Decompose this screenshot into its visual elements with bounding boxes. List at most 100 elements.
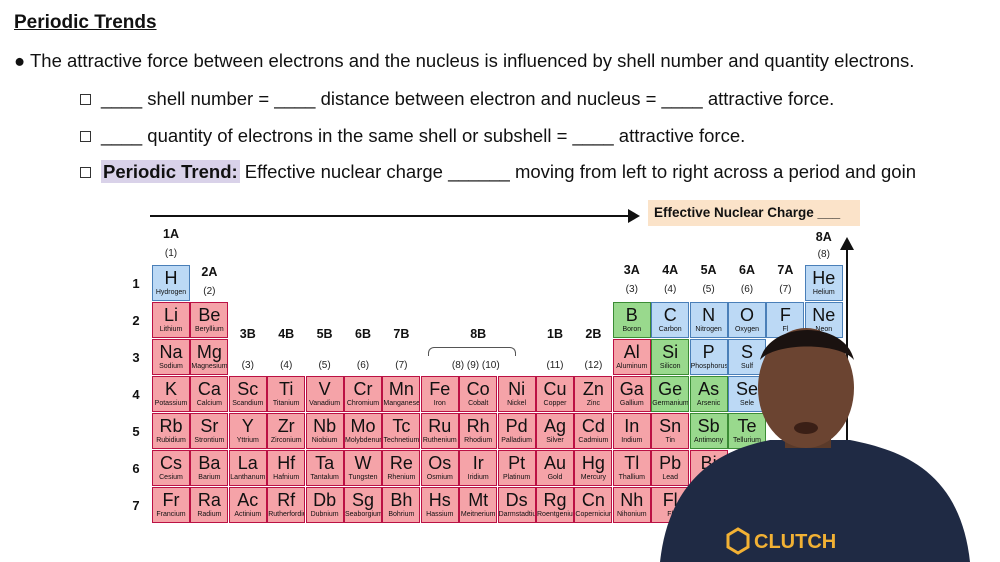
group-number: (8) (9) (10)	[451, 360, 500, 371]
element-name: Rubidium	[156, 437, 186, 444]
arrow-up-icon	[840, 237, 854, 250]
sub-bullet-3-text: Effective nuclear charge ______ moving f…	[239, 161, 915, 182]
sub-bullet-1: ____ shell number = ____ distance betwee…	[80, 88, 834, 110]
element-name: Copernicium	[575, 511, 612, 518]
element-symbol: Rh	[466, 416, 490, 436]
group-label: 3A	[623, 263, 640, 277]
element-symbol: Mo	[350, 416, 376, 436]
element-pt: Pt Platinum	[497, 450, 536, 486]
element-hs: Hs Hassium	[420, 487, 459, 523]
element-name: Sulf	[740, 363, 754, 370]
element-name: Germanium	[652, 400, 689, 407]
group-number: (12)	[584, 360, 603, 371]
element-symbol: Si	[662, 342, 679, 362]
element-symbol: P	[702, 342, 715, 362]
element-b: B Boron	[612, 302, 651, 338]
group-number: (7)	[779, 284, 792, 295]
sub-bullet-2-text: ____ quantity of electrons in the same s…	[101, 125, 746, 146]
element-name: Iridium	[467, 474, 489, 481]
element-name: Rutherfordium	[268, 511, 304, 518]
element-symbol: Au	[543, 453, 567, 473]
element-symbol: Y	[241, 416, 254, 436]
group-number: (1)	[164, 248, 178, 259]
element-symbol: He	[812, 268, 836, 288]
period-label: 5	[132, 424, 140, 439]
group-label: 7B	[393, 327, 410, 341]
presenter-mouth	[794, 422, 818, 434]
element-symbol: Te	[737, 416, 757, 436]
group-number: (3)	[241, 360, 254, 371]
group-number: (6)	[356, 360, 370, 371]
element-sr: Sr Strontium	[190, 413, 229, 449]
page-title: Periodic Trends	[14, 12, 157, 33]
element-name: Cobalt	[468, 400, 489, 407]
period-label: 7	[132, 498, 140, 513]
element-sn: Sn Tin	[651, 413, 690, 449]
checkbox-icon	[80, 130, 91, 142]
element-symbol: Pt	[508, 453, 526, 473]
group-number: (4)	[280, 360, 293, 371]
element-symbol: Ge	[658, 379, 683, 399]
element-te: Te Tellurium	[728, 413, 766, 449]
element-name: Sele	[739, 400, 754, 407]
element-name: Copper	[543, 400, 567, 407]
element-symbol: H	[164, 268, 178, 288]
element-name: Aluminum	[616, 363, 648, 370]
element-ca: Ca Calcium	[190, 376, 229, 412]
group-number: (11)	[546, 360, 564, 371]
element-rh: Rh Rhodium	[459, 413, 498, 449]
element-symbol: F	[779, 305, 791, 325]
element-c: C Carbon	[651, 302, 690, 338]
element-ga: Ga Gallium	[612, 376, 651, 412]
group-number: (7)	[395, 360, 408, 371]
element-pb: Pb Lead	[651, 450, 690, 486]
element-symbol: Zr	[277, 416, 295, 436]
element-name: Nitrogen	[695, 326, 722, 333]
effective-nuclear-charge-label: Effective Nuclear Charge ___	[648, 200, 860, 226]
group-label: 4B	[278, 327, 295, 341]
element-na: Na Sodium	[152, 339, 190, 375]
element-symbol: Fr	[162, 490, 180, 510]
group-label: 5A	[700, 263, 717, 277]
element-symbol: Ne	[812, 305, 836, 325]
element-name: Gold	[547, 474, 563, 481]
element-name: Fl	[667, 511, 674, 518]
element-name: Iron	[433, 400, 446, 407]
element-tl: Tl Thallium	[612, 450, 651, 486]
element-rb: Rb Rubidium	[152, 413, 190, 449]
element-name: Phosphorus	[690, 363, 727, 370]
sub-bullet-1-text: ____ shell number = ____ distance betwee…	[101, 88, 835, 109]
element-se: Se Sele	[728, 376, 766, 412]
element-name: Yttrium	[236, 437, 259, 444]
element-symbol: Hg	[581, 453, 605, 473]
element-symbol: K	[164, 379, 177, 399]
element-n: N Nitrogen	[689, 302, 728, 338]
presenter-video: CLUTCH	[660, 328, 970, 562]
element-cu: Cu Copper	[536, 376, 574, 412]
element-name: Molybdenum	[345, 437, 381, 444]
element-name: Nickel	[507, 400, 527, 407]
element-in: In Indium	[612, 413, 651, 449]
element-name: Scandium	[232, 400, 264, 407]
sub-bullet-2: ____ quantity of electrons in the same s…	[80, 125, 745, 147]
element-zr: Zr Zirconium	[267, 413, 306, 449]
element-symbol: Hf	[277, 453, 296, 473]
element-fe: Fe Iron	[420, 376, 459, 412]
element-ba: Ba Barium	[190, 450, 229, 486]
element-mn: Mn Manganese	[382, 376, 421, 412]
element-name: Tin	[665, 437, 675, 444]
element-fr: Fr Francium	[152, 487, 190, 523]
element-symbol: O	[739, 305, 754, 325]
element-pd: Pd Palladium	[497, 413, 536, 449]
element-symbol: Rg	[543, 490, 567, 510]
element-mo: MoMolybdenum	[344, 413, 382, 449]
element-name: Cesium	[159, 474, 183, 481]
element-name: Zirconium	[270, 437, 302, 444]
arrow-right-icon	[628, 209, 640, 223]
element-name: Indium	[621, 437, 643, 444]
element-name: Carbon	[658, 326, 682, 333]
element-symbol: Ir	[472, 453, 484, 473]
shirt-text: CLUTCH	[754, 531, 836, 553]
element-ru: Ru Ruthenium	[420, 413, 459, 449]
element-sg: Sg Seaborgium	[344, 487, 382, 523]
